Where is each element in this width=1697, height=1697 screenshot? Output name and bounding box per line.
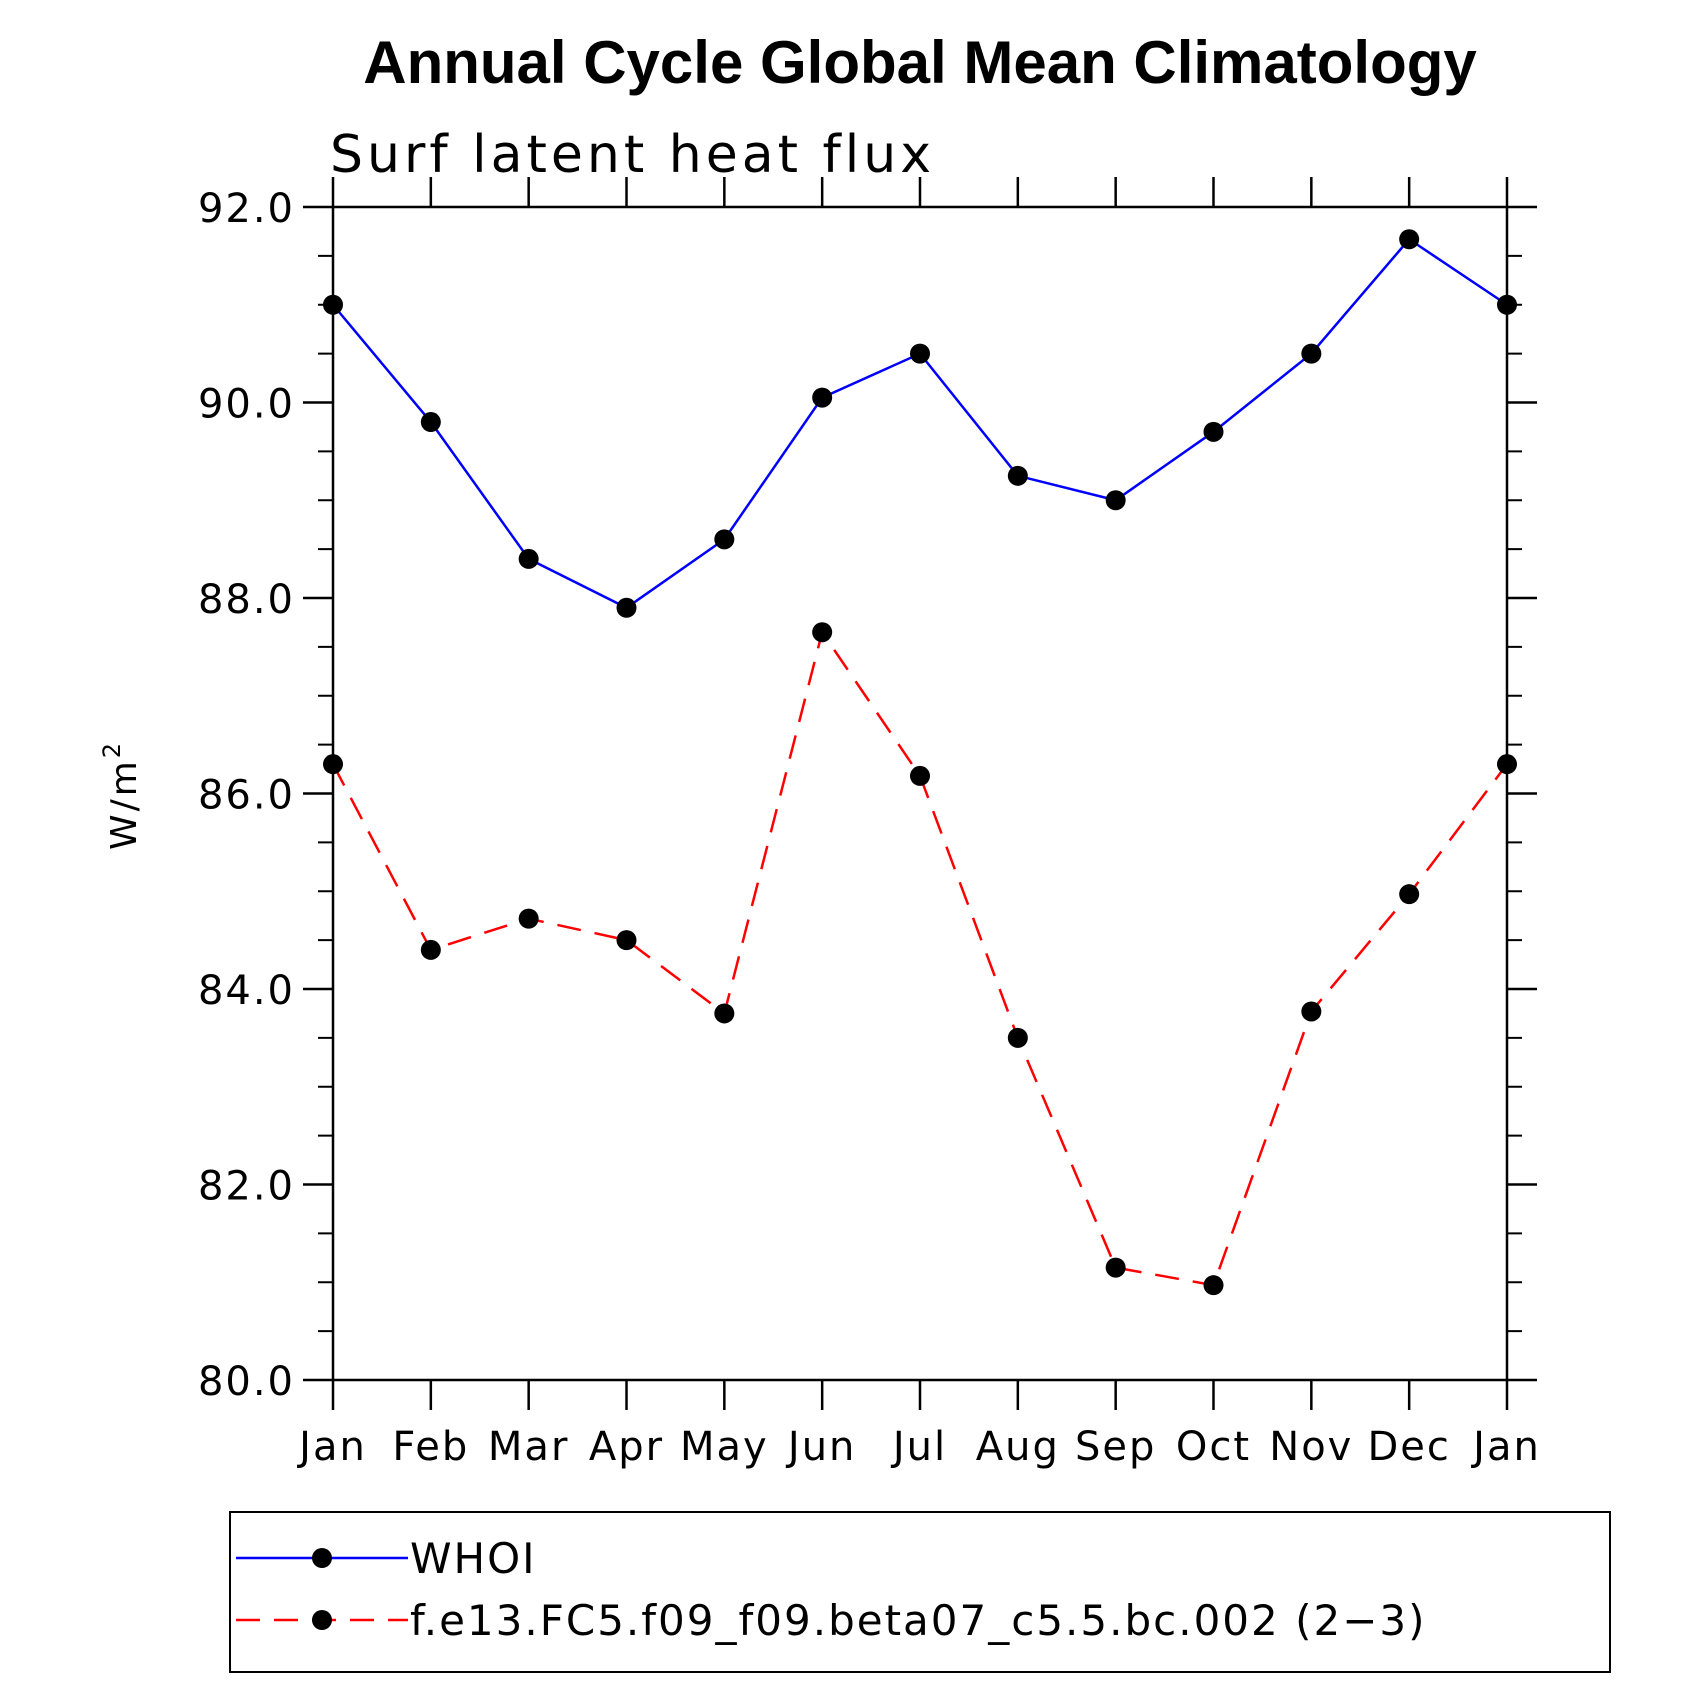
series-1-point	[420, 412, 441, 433]
x-tick-label: Mar	[488, 1424, 569, 1470]
series-1-point	[616, 597, 637, 618]
x-tick-label: Aug	[976, 1424, 1060, 1470]
y-tick-label: 90.0	[198, 382, 295, 428]
chart-subtitle: Surf latent heat flux	[330, 125, 935, 185]
series-2-point	[518, 908, 539, 929]
legend-label-2: f.e13.FC5.f09_f09.beta07_c5.5.bc.002 (2−…	[410, 1596, 1427, 1645]
series-1-point	[1105, 490, 1126, 511]
series-1-point	[1399, 229, 1420, 250]
x-tick-label: Nov	[1269, 1424, 1353, 1470]
series-2-point	[420, 939, 441, 960]
series-2-point	[1203, 1275, 1224, 1296]
plot-frame	[331, 205, 1509, 1382]
series-2-point	[323, 754, 343, 775]
y-axis-label-main: W/m	[104, 758, 145, 850]
legend-marker-2	[312, 1610, 332, 1630]
y-tick-label: 82.0	[198, 1164, 295, 1210]
x-tick-label: Jun	[785, 1424, 857, 1470]
chart-title: Annual Cycle Global Mean Climatology	[363, 29, 1477, 96]
series-2-point	[1007, 1027, 1028, 1048]
series-2-point	[1497, 754, 1517, 775]
legend: WHOI f.e13.FC5.f09_f09.beta07_c5.5.bc.002…	[229, 1511, 1611, 1673]
series-2-point	[616, 930, 637, 951]
series-1-point	[1301, 343, 1322, 364]
series-2-point	[714, 1003, 735, 1024]
series-2-point	[1301, 1001, 1322, 1022]
series-1-point	[323, 294, 343, 315]
series-1-point	[812, 387, 833, 408]
x-tick-label: May	[680, 1424, 769, 1470]
x-tick-label: Jan	[296, 1424, 367, 1470]
legend-box	[229, 1511, 1611, 1673]
legend-label-1: WHOI	[410, 1534, 537, 1583]
x-tick-label: Sep	[1075, 1424, 1156, 1470]
y-tick-label: 80.0	[198, 1359, 295, 1405]
y-tick-label: 92.0	[198, 186, 295, 232]
y-axis-label-superscript: 2	[98, 740, 126, 758]
series-2-point	[910, 765, 930, 786]
x-tick-label: Jul	[890, 1424, 947, 1470]
series-1-point	[1007, 465, 1028, 486]
series-1-point	[518, 548, 539, 569]
x-tick-label: Jan	[1470, 1424, 1541, 1470]
x-tick-label: Feb	[392, 1424, 469, 1470]
series-line-1	[332, 237, 1508, 610]
x-tick-label: Apr	[589, 1424, 664, 1470]
y-tick-label: 88.0	[198, 577, 295, 623]
series-1-point	[1497, 294, 1517, 315]
axes: Jan Feb Mar Apr May Jun Jul Aug Sep Oct Nov Dec Jan8…	[198, 177, 1541, 1470]
x-tick-label: Dec	[1367, 1424, 1450, 1470]
y-tick-label: 86.0	[198, 773, 295, 819]
series-1-point	[1203, 421, 1224, 442]
y-axis-label: W/m2	[98, 740, 145, 850]
x-tick-label: Oct	[1176, 1424, 1251, 1470]
legend-marker-1	[312, 1548, 332, 1568]
series-2-point	[1105, 1257, 1126, 1278]
y-tick-label: 84.0	[198, 968, 295, 1014]
series-2-point	[1399, 884, 1420, 905]
series-group	[323, 229, 1517, 1296]
series-line-2	[331, 629, 1508, 1287]
series-1-point	[910, 343, 930, 364]
series-1-point	[714, 529, 735, 550]
series-2-point	[812, 622, 833, 643]
